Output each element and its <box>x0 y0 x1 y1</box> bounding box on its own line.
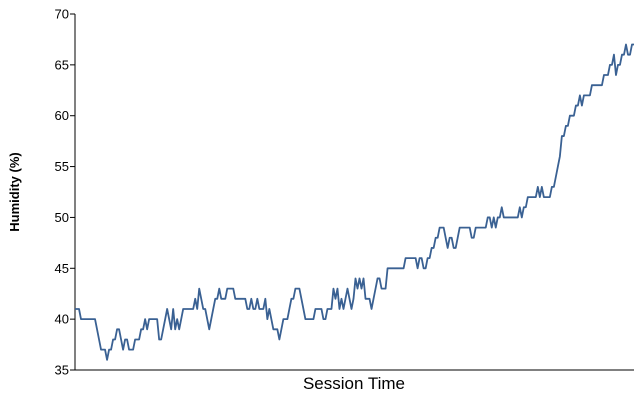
chart-axes <box>74 14 634 371</box>
y-tick-label: 65 <box>55 57 69 72</box>
y-tick-label: 70 <box>55 7 69 22</box>
x-axis-title: Session Time <box>303 374 405 393</box>
y-tick-label: 55 <box>55 159 69 174</box>
series-layer <box>75 43 634 361</box>
y-tick-label: 60 <box>55 108 69 123</box>
series-line-0 <box>75 43 634 361</box>
y-tick-label: 35 <box>55 363 69 378</box>
y-axis-ticks: 35 40 45 50 55 60 65 70 <box>55 7 75 378</box>
y-tick-label: 45 <box>55 261 69 276</box>
y-tick-label: 40 <box>55 312 69 327</box>
y-tick-label: 50 <box>55 210 69 225</box>
y-axis-title: Humidity (%) <box>7 152 22 231</box>
